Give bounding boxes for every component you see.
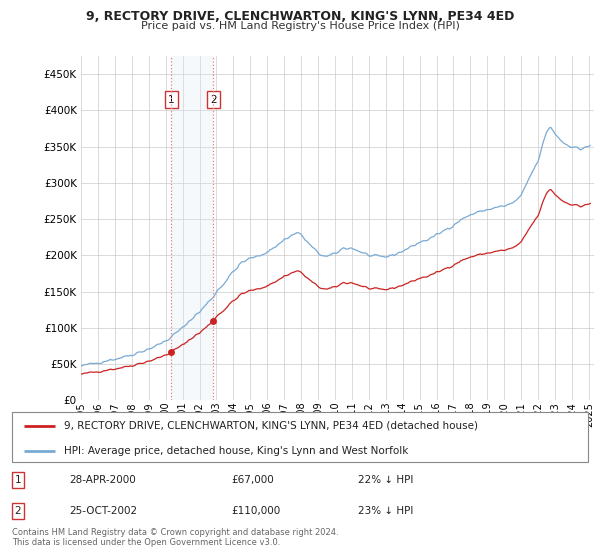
Text: Price paid vs. HM Land Registry's House Price Index (HPI): Price paid vs. HM Land Registry's House …	[140, 21, 460, 31]
Text: 9, RECTORY DRIVE, CLENCHWARTON, KING'S LYNN, PE34 4ED: 9, RECTORY DRIVE, CLENCHWARTON, KING'S L…	[86, 10, 514, 22]
Text: 1: 1	[14, 475, 21, 485]
Text: 2: 2	[210, 95, 217, 105]
Text: £110,000: £110,000	[231, 506, 280, 516]
Text: £67,000: £67,000	[231, 475, 274, 485]
Text: 23% ↓ HPI: 23% ↓ HPI	[358, 506, 413, 516]
Bar	[171, 56, 214, 400]
Text: 25-OCT-2002: 25-OCT-2002	[70, 506, 138, 516]
Text: 2: 2	[14, 506, 21, 516]
Text: Contains HM Land Registry data © Crown copyright and database right 2024.
This d: Contains HM Land Registry data © Crown c…	[12, 528, 338, 547]
Text: 1: 1	[168, 95, 175, 105]
Text: 22% ↓ HPI: 22% ↓ HPI	[358, 475, 413, 485]
Text: 28-APR-2000: 28-APR-2000	[70, 475, 136, 485]
Text: 9, RECTORY DRIVE, CLENCHWARTON, KING'S LYNN, PE34 4ED (detached house): 9, RECTORY DRIVE, CLENCHWARTON, KING'S L…	[64, 421, 478, 431]
Text: HPI: Average price, detached house, King's Lynn and West Norfolk: HPI: Average price, detached house, King…	[64, 446, 408, 456]
